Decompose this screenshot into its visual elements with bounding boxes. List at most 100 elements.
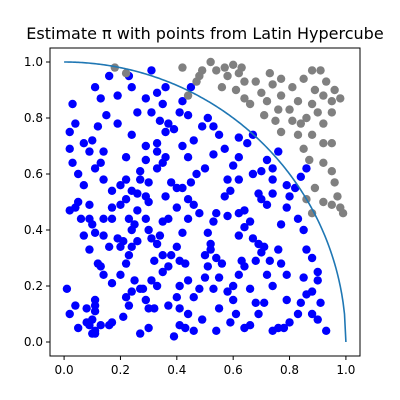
inside-point: [268, 175, 277, 184]
inside-point: [88, 220, 97, 229]
inside-point: [150, 256, 159, 265]
inside-point: [302, 245, 311, 254]
inside-point: [307, 309, 317, 319]
outside-point: [296, 119, 306, 128]
inside-point: [144, 178, 153, 187]
inside-point: [158, 251, 167, 260]
x-axis: 0.0 0.2 0.4 0.6 0.8 1.0: [55, 356, 355, 377]
outside-point: [327, 108, 337, 117]
inside-point: [121, 153, 131, 162]
inside-point: [178, 183, 187, 193]
outside-point: [293, 130, 303, 139]
inside-point: [152, 164, 162, 173]
inside-point: [282, 203, 291, 212]
inside-point: [79, 139, 89, 148]
inside-point: [113, 91, 122, 100]
inside-point: [189, 136, 198, 145]
inside-point: [65, 144, 74, 153]
inside-point: [234, 175, 244, 184]
x-tick-label: 1.0: [336, 363, 355, 377]
inside-point: [203, 113, 213, 123]
inside-point: [116, 181, 125, 190]
inside-point: [245, 284, 255, 293]
inside-point: [248, 234, 258, 243]
y-tick-label: 0.8: [24, 111, 43, 125]
inside-point: [166, 178, 176, 187]
inside-point: [245, 321, 255, 330]
inside-point: [79, 181, 89, 190]
inside-point: [220, 144, 229, 153]
inside-point: [71, 119, 80, 128]
inside-point: [99, 270, 108, 279]
inside-point: [107, 186, 117, 195]
inside-point: [124, 214, 134, 223]
outside-point: [316, 66, 325, 75]
inside-point: [178, 228, 187, 237]
inside-point: [164, 262, 173, 271]
inside-point: [90, 228, 100, 237]
inside-point: [104, 321, 114, 330]
outside-point: [276, 127, 286, 137]
inside-point: [96, 321, 105, 330]
inside-point: [276, 259, 286, 268]
outside-point: [237, 63, 246, 72]
outside-point: [310, 85, 320, 95]
inside-point: [127, 130, 136, 139]
outside-point: [293, 97, 303, 106]
outside-point: [319, 91, 328, 100]
x-tick-label: 0.8: [280, 363, 299, 377]
inside-point: [268, 164, 277, 173]
inside-point: [175, 281, 184, 291]
inside-point: [307, 253, 317, 263]
inside-point: [195, 209, 204, 218]
inside-point: [99, 231, 108, 240]
outside-point: [240, 94, 249, 103]
y-tick-label: 0.2: [24, 279, 43, 293]
inside-point: [223, 287, 232, 296]
inside-point: [161, 83, 170, 92]
inside-point: [178, 97, 187, 106]
outside-point: [259, 111, 269, 120]
inside-point: [243, 139, 252, 148]
inside-point: [220, 192, 229, 201]
inside-point: [257, 248, 266, 257]
inside-point: [268, 189, 277, 198]
inside-point: [200, 273, 210, 282]
inside-point: [209, 217, 218, 226]
inside-point: [203, 262, 213, 271]
inside-point: [124, 301, 134, 310]
outside-point: [319, 139, 328, 148]
inside-point: [88, 329, 97, 338]
inside-point: [99, 147, 108, 156]
inside-point: [144, 225, 153, 235]
inside-point: [73, 323, 83, 333]
inside-point: [262, 155, 272, 165]
inside-point: [152, 239, 162, 249]
inside-point: [206, 239, 215, 249]
inside-point: [183, 309, 193, 319]
inside-point: [186, 83, 196, 92]
inside-point: [223, 211, 232, 221]
inside-point: [268, 281, 277, 291]
inside-point: [133, 206, 142, 215]
axes-frame: [49, 47, 361, 357]
outside-point: [288, 83, 297, 92]
inside-point: [135, 167, 145, 176]
inside-point: [116, 200, 125, 209]
inside-point: [93, 259, 103, 268]
inside-point: [282, 181, 291, 190]
inside-point: [183, 111, 193, 120]
inside-point: [296, 172, 306, 181]
inside-point: [96, 94, 105, 103]
inside-point: [228, 295, 238, 305]
inside-point: [65, 127, 74, 137]
inside-point: [73, 197, 83, 207]
outside-point: [285, 105, 294, 114]
inside-point: [316, 298, 325, 307]
inside-point: [178, 141, 187, 151]
inside-point: [293, 214, 303, 223]
inside-point: [299, 273, 308, 282]
inside-point: [152, 147, 162, 156]
y-tick-label: 1.0: [24, 55, 43, 69]
inside-point: [245, 217, 255, 226]
